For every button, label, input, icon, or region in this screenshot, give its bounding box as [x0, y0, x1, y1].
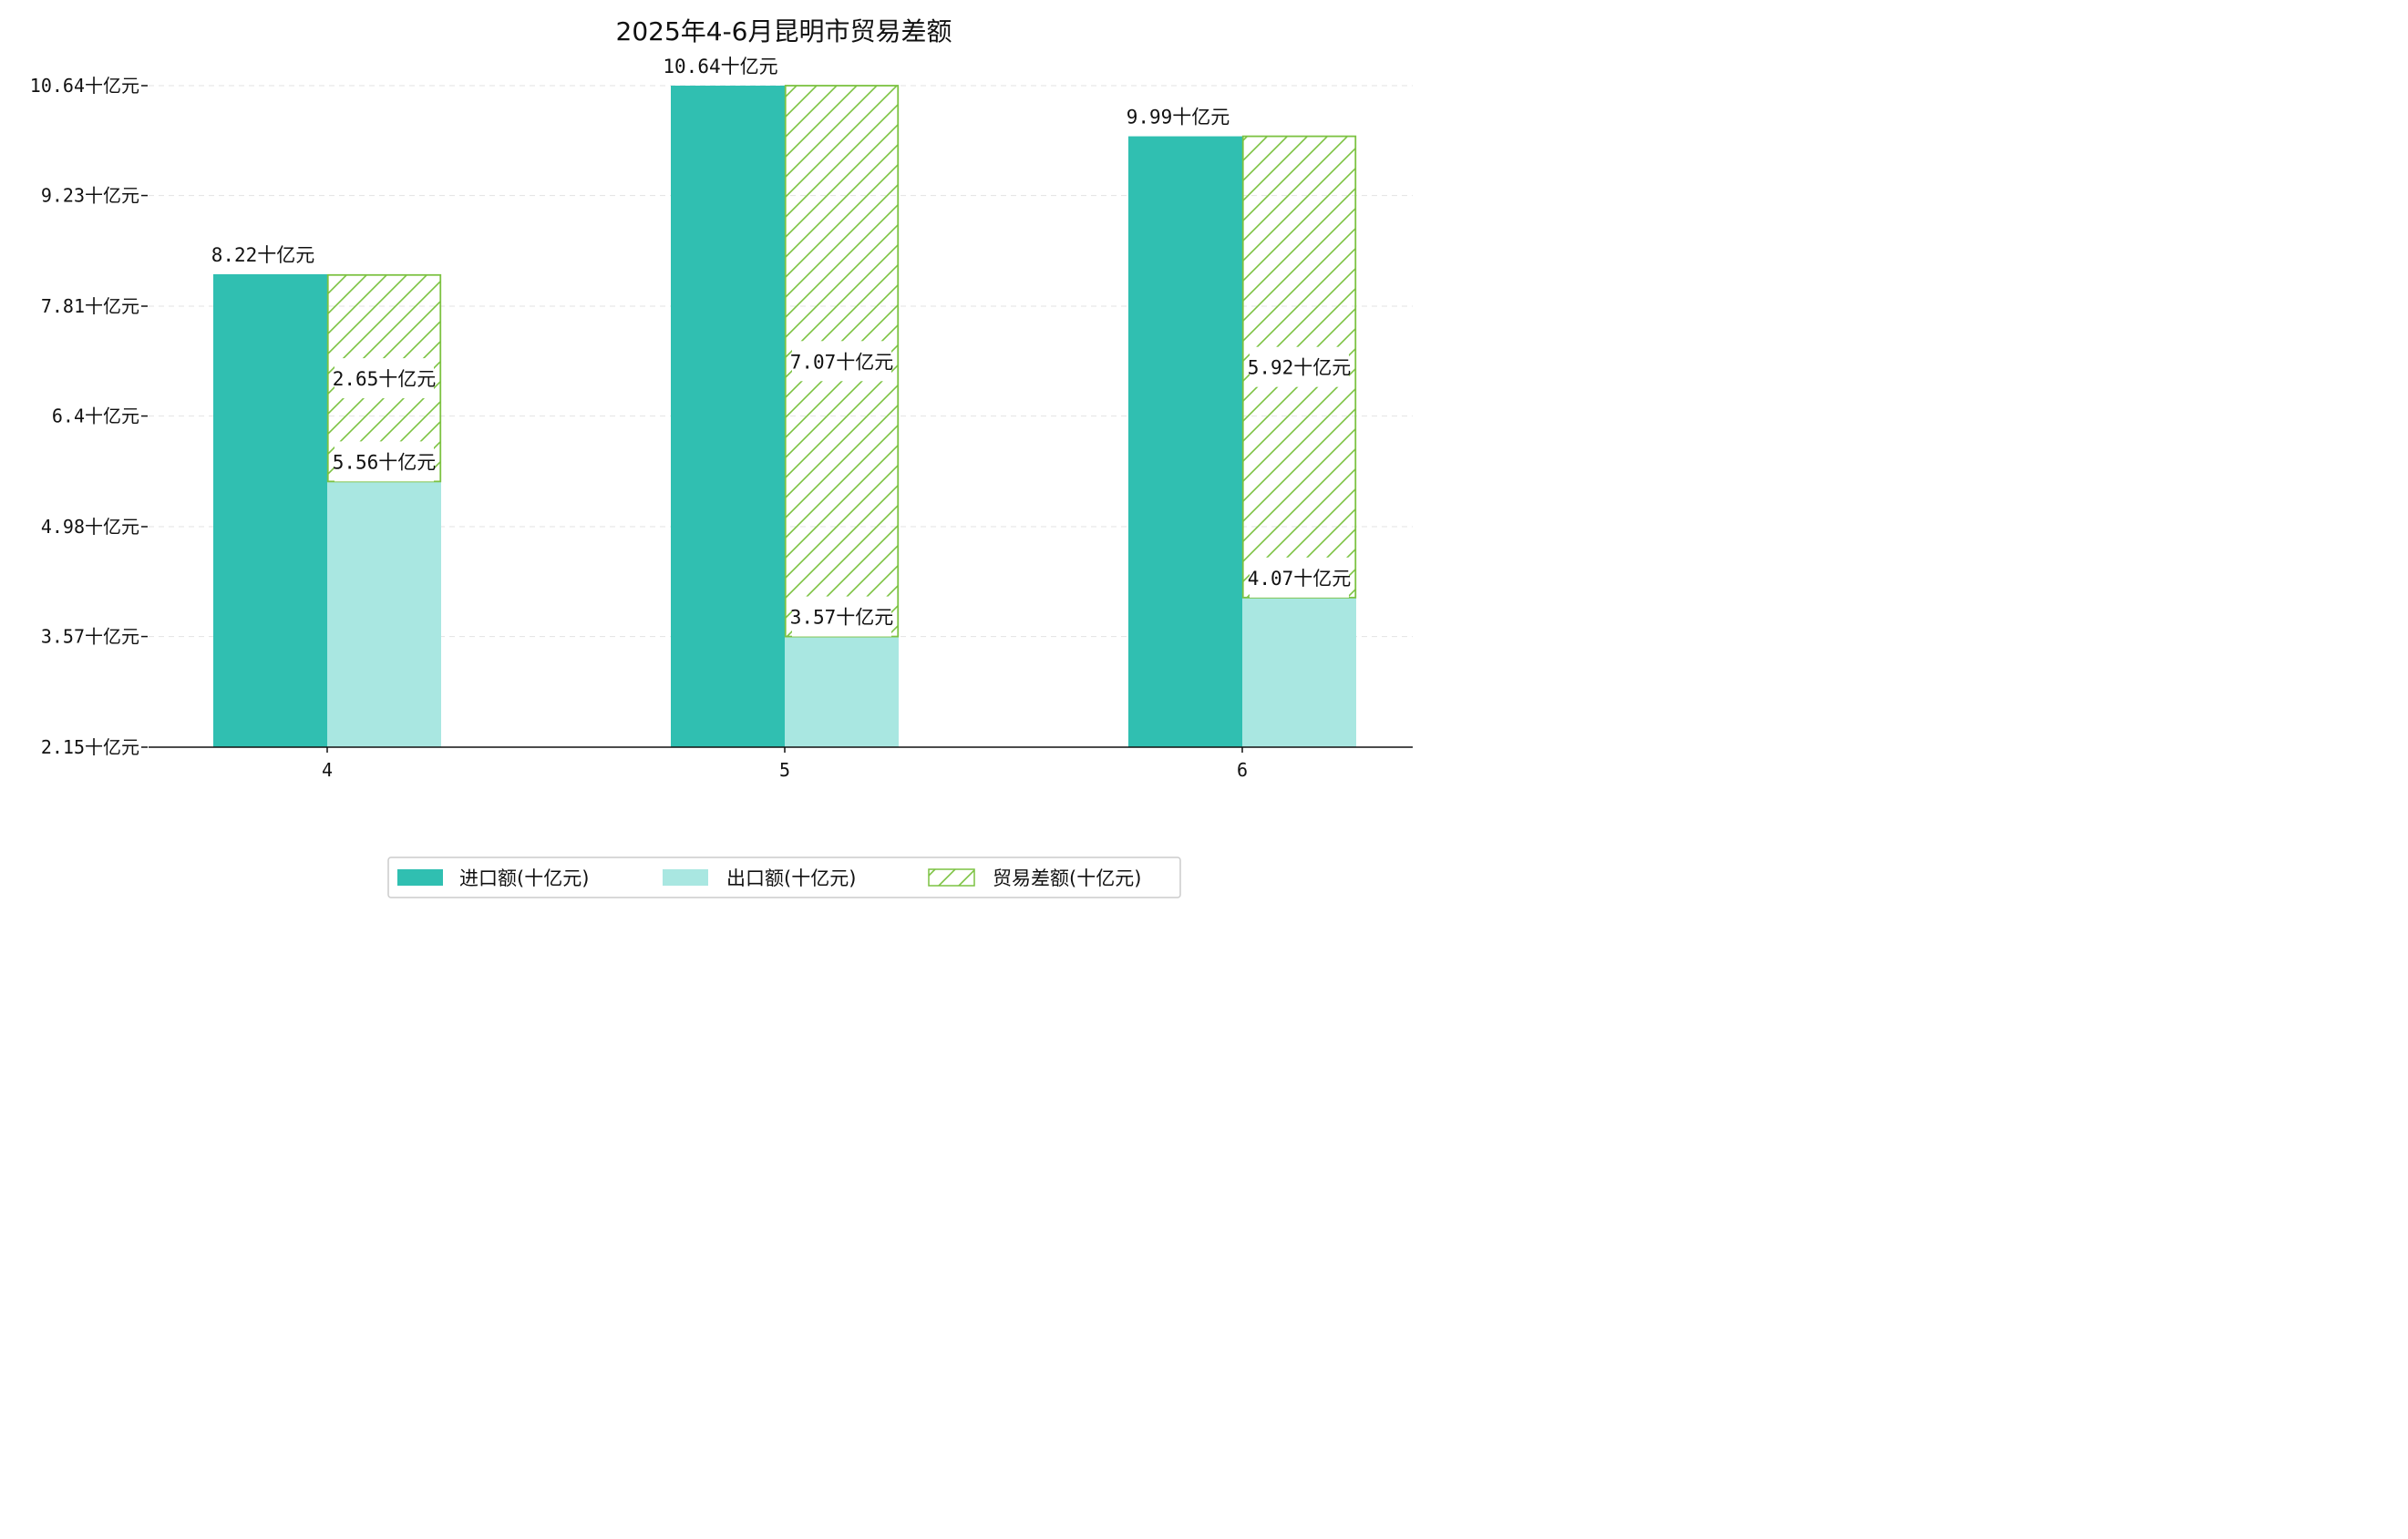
data-label-export: 4.07十亿元 [1248, 568, 1352, 590]
y-tick-label: 9.23十亿元 [41, 185, 139, 207]
legend-frame [387, 857, 1181, 898]
bar-import-5 [671, 86, 785, 747]
y-tick-label: 7.81十亿元 [41, 295, 139, 317]
x-tick-label: 4 [322, 759, 333, 781]
data-label-bg [1250, 557, 1349, 598]
legend: 进口额(十亿元) 出口额(十亿元) 贸易差额(十亿元) [387, 857, 1181, 898]
data-label-bg [334, 358, 434, 399]
bar-export-6 [1242, 597, 1356, 747]
chart-title: 2025年4-6月昆明市贸易差额 [616, 16, 952, 46]
data-label-balance: 5.92十亿元 [1248, 357, 1352, 379]
y-tick-label: 6.4十亿元 [52, 405, 139, 427]
data-label-export: 3.57十亿元 [790, 607, 894, 629]
x-axis: 4 5 6 [149, 746, 1413, 781]
data-label-bg [792, 596, 891, 637]
x-tick-label: 6 [1237, 759, 1248, 781]
bar-export-5 [785, 636, 899, 747]
data-label-import: 10.64十亿元 [663, 56, 777, 77]
legend-label-export: 出口额(十亿元) [726, 867, 856, 889]
legend-label-balance: 贸易差额(十亿元) [993, 867, 1141, 889]
data-label-import: 9.99十亿元 [1127, 107, 1230, 128]
legend-swatch-export [663, 869, 708, 886]
data-label-bg [334, 441, 434, 482]
y-tick-label: 4.98十亿元 [41, 516, 139, 538]
legend-label-import: 进口额(十亿元) [459, 867, 589, 889]
x-tick-label: 5 [779, 759, 790, 781]
legend-swatch-balance [928, 868, 975, 887]
y-axis: 2.15十亿元 3.57十亿元 4.98十亿元 6.4十亿元 7.81十亿元 9.23十亿… [30, 75, 148, 758]
bar-import-4 [213, 273, 327, 747]
y-tick-label: 3.57十亿元 [41, 626, 139, 648]
legend-swatch-import [397, 869, 443, 886]
y-tick-label: 10.64十亿元 [30, 75, 139, 97]
bar-import-6 [1128, 136, 1242, 748]
data-label-bg [792, 341, 891, 382]
data-label-balance: 2.65十亿元 [333, 368, 437, 390]
bar-export-4 [327, 481, 441, 747]
data-label-balance: 7.07十亿元 [790, 351, 894, 373]
data-label-import: 8.22十亿元 [211, 244, 315, 266]
trade-balance-chart: 2025年4-6月昆明市贸易差额 2.15十亿元 3.57十亿元 4.98十亿元 6.… [30, 16, 1413, 898]
data-label-export: 5.56十亿元 [333, 451, 437, 473]
y-tick-label: 2.15十亿元 [41, 736, 139, 758]
data-label-bg [1250, 346, 1349, 387]
bars [213, 85, 1357, 748]
data-labels: 8.22十亿元 5.56十亿元 2.65十亿元 10.64十亿元 3.57十亿元 7.07… [211, 56, 1352, 637]
